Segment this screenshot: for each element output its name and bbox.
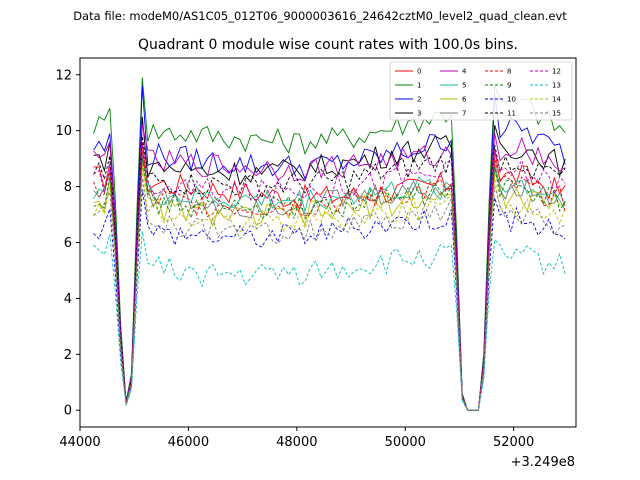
legend-label-15: 15 xyxy=(552,110,561,118)
legend-label-10: 10 xyxy=(507,96,516,104)
y-tick-label: 4 xyxy=(64,292,72,307)
x-tick-label: 52000 xyxy=(493,435,534,450)
legend-label-7: 7 xyxy=(462,110,466,118)
x-tick-label: 48000 xyxy=(276,435,317,450)
legend-label-1: 1 xyxy=(417,82,421,90)
series-line-6 xyxy=(93,164,566,411)
series-line-12 xyxy=(93,141,566,411)
series-line-14 xyxy=(93,169,566,411)
series-line-4 xyxy=(93,125,566,411)
legend-label-3: 3 xyxy=(417,110,421,118)
legend-label-9: 9 xyxy=(507,82,511,90)
series-line-13 xyxy=(93,231,566,411)
y-tick-label: 8 xyxy=(64,180,72,195)
series-layer xyxy=(93,77,566,411)
x-tick-label: 44000 xyxy=(59,435,100,450)
y-tick-label: 6 xyxy=(64,236,72,251)
chart-title: Quadrant 0 module wise count rates with … xyxy=(138,37,518,53)
series-line-10 xyxy=(93,189,566,411)
series-line-1 xyxy=(93,77,566,411)
legend-label-4: 4 xyxy=(462,68,467,76)
y-tick-label: 2 xyxy=(64,348,72,363)
series-line-15 xyxy=(93,178,566,411)
legend-label-14: 14 xyxy=(552,96,561,104)
y-tick-label: 0 xyxy=(64,404,72,419)
legend-label-0: 0 xyxy=(417,68,421,76)
y-tick-label: 12 xyxy=(55,68,72,83)
x-tick-label: 50000 xyxy=(385,435,426,450)
legend-box xyxy=(389,61,573,121)
y-tick-label: 10 xyxy=(55,124,72,139)
chart-suptitle: Data file: modeM0/AS1C05_012T06_90000036… xyxy=(73,9,567,23)
x-tick-label: 46000 xyxy=(168,435,209,450)
legend-label-5: 5 xyxy=(462,82,466,90)
legend-label-12: 12 xyxy=(552,68,561,76)
legend-label-2: 2 xyxy=(417,96,421,104)
legend-label-8: 8 xyxy=(507,68,511,76)
legend-label-11: 11 xyxy=(507,110,516,118)
x-offset-text: +3.249e8 xyxy=(511,455,575,470)
legend-label-13: 13 xyxy=(552,82,561,90)
legend-label-6: 6 xyxy=(462,96,467,104)
